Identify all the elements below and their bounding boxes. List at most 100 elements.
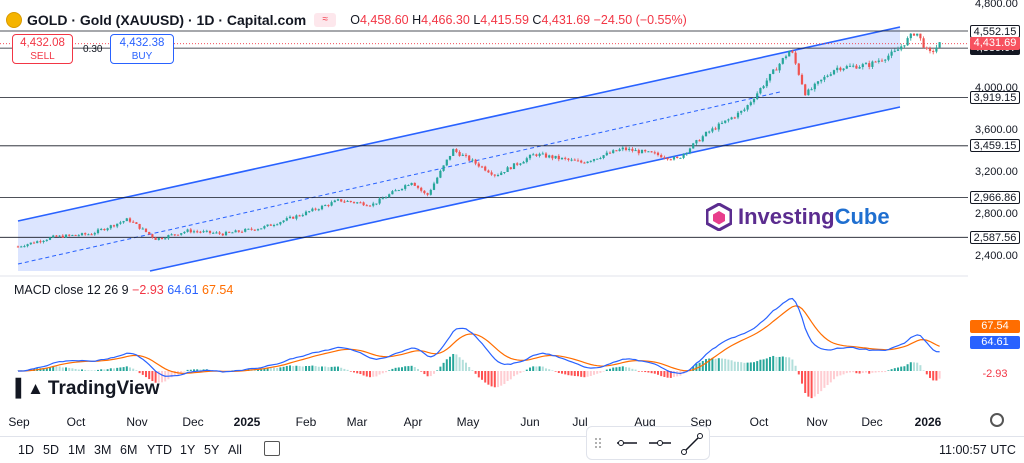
time-tick: Jul	[572, 415, 588, 429]
candle-body	[935, 47, 938, 52]
candle-body	[471, 159, 474, 161]
macd-histogram-bar	[161, 371, 163, 383]
macd-histogram-bar	[721, 358, 723, 371]
candle-body	[916, 33, 919, 36]
macd-histogram-bar	[477, 371, 480, 378]
candle-body	[215, 232, 218, 234]
timeframe-1y[interactable]: 1Y	[180, 443, 196, 457]
timeframe-1d[interactable]: 1D	[18, 443, 34, 457]
level-price-label[interactable]: 4,552.15	[970, 24, 1020, 38]
candle-body	[368, 205, 372, 207]
candle-body	[615, 150, 618, 152]
timeframe-5y[interactable]: 5Y	[204, 443, 220, 457]
macd-legend[interactable]: MACD close 12 26 9 −2.93 64.61 67.54	[14, 283, 233, 297]
candle-body	[900, 46, 903, 50]
candle-body	[714, 128, 717, 130]
candle-body	[903, 45, 906, 47]
macd-histogram-bar	[935, 371, 938, 381]
candle-body	[692, 143, 695, 149]
macd-histogram-bar	[810, 371, 813, 399]
level-price-label[interactable]: 3,459.15	[970, 139, 1020, 153]
candle-body	[666, 157, 669, 160]
macd-histogram-bar	[561, 371, 563, 374]
macd-histogram-bar	[61, 367, 64, 371]
candle-body	[167, 235, 170, 239]
timeframe-6m[interactable]: 6M	[120, 443, 138, 457]
candle-body	[330, 202, 333, 206]
calendar-icon[interactable]	[264, 441, 280, 456]
candle-body	[874, 61, 877, 63]
candle-body	[554, 155, 557, 159]
candle-body	[116, 223, 119, 227]
macd-histogram-bar	[794, 365, 797, 371]
candle-body	[39, 241, 42, 243]
macd-histogram-bar	[394, 367, 397, 371]
candle-body	[352, 201, 356, 203]
candle-body	[938, 42, 941, 48]
time-tick: Aug	[634, 415, 656, 429]
candle-body	[887, 55, 890, 60]
level-price-label[interactable]: 2,966.86	[970, 190, 1020, 204]
sell-button[interactable]: 4,432.08 SELL	[12, 34, 73, 64]
macd-histogram-bar	[641, 371, 643, 372]
candle-body	[557, 155, 560, 160]
utc-clock[interactable]: 11:00:57 UTC	[939, 443, 1016, 457]
macd-histogram-bar	[673, 371, 675, 377]
timeframe-5d[interactable]: 5D	[43, 443, 59, 457]
macd-histogram-bar	[125, 366, 128, 371]
macd-histogram-bar	[541, 366, 544, 371]
buy-button[interactable]: 4,432.38 BUY	[110, 34, 174, 64]
candle-body	[922, 38, 925, 48]
macd-histogram-bar	[772, 355, 775, 371]
macd-histogram-bar	[621, 366, 624, 371]
macd-histogram-bar	[474, 371, 477, 374]
candle-body	[253, 229, 256, 231]
macd-histogram-bar	[497, 371, 499, 388]
candle-body	[765, 80, 768, 87]
macd-histogram-bar	[881, 371, 883, 373]
candle-body	[128, 218, 132, 222]
candle-body	[727, 119, 730, 121]
time-tick: Nov	[806, 415, 828, 429]
candle-body	[448, 155, 452, 160]
timeframe-all[interactable]: All	[228, 443, 242, 457]
macd-histogram-bar	[356, 371, 359, 374]
tradingview-logo[interactable]: ▍▲ TradingView	[16, 378, 159, 400]
timeframe-ytd[interactable]: YTD	[147, 443, 172, 457]
macd-histogram-bar	[151, 371, 154, 382]
macd-histogram-bar	[93, 370, 96, 371]
macd-histogram-bar	[519, 371, 522, 374]
candle-body	[55, 235, 58, 237]
macd-histogram-bar	[490, 371, 493, 387]
macd-histogram-bar	[647, 371, 650, 373]
candle-body	[295, 215, 298, 219]
candle-body	[260, 228, 263, 230]
candle-body	[71, 234, 74, 236]
macd-histogram-bar	[823, 371, 826, 388]
candle-body	[592, 159, 596, 161]
candle-body	[580, 160, 583, 163]
timeframe-3m[interactable]: 3M	[94, 443, 112, 457]
gear-icon[interactable]	[990, 413, 1004, 427]
candle-body	[77, 235, 80, 237]
time-tick: Dec	[182, 415, 204, 429]
symbol-title[interactable]: GOLD · Gold (XAUUSD) · 1D · Capital.com	[27, 12, 307, 28]
macd-histogram-bar	[839, 371, 842, 376]
macd-histogram-bar	[449, 356, 451, 371]
macd-histogram-bar	[516, 371, 519, 375]
candle-body	[144, 228, 148, 232]
level-price-label[interactable]: 2,587.56	[970, 230, 1020, 244]
time-tick: May	[456, 415, 480, 429]
timeframe-1m[interactable]: 1M	[68, 443, 86, 457]
buy-price: 4,432.38	[119, 37, 165, 49]
candle-body	[180, 233, 183, 235]
macd-histogram-bar	[503, 371, 506, 385]
macd-histogram-bar	[634, 369, 637, 371]
level-price-label[interactable]: 3,919.15	[970, 90, 1020, 104]
macd-line	[17, 297, 940, 377]
candle-body	[775, 69, 778, 71]
macd-histogram-bar	[157, 371, 160, 383]
macd-histogram-bar	[580, 371, 583, 377]
market-status-icon[interactable]: ≈	[314, 13, 337, 27]
macd-histogram-bar	[135, 370, 138, 371]
